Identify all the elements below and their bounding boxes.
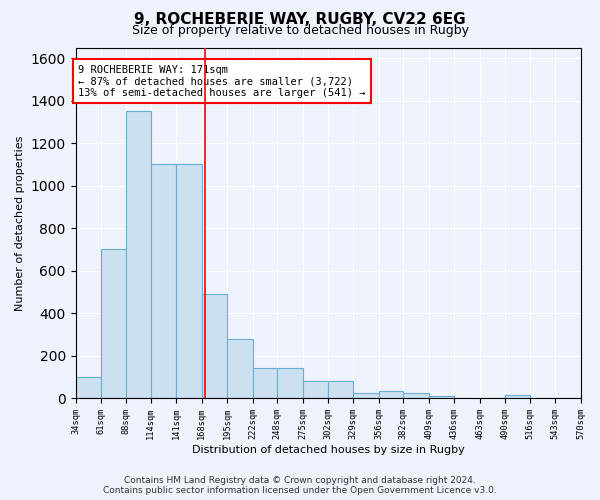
Bar [101,250,127,398]
Text: Size of property relative to detached houses in Rugby: Size of property relative to detached ho… [131,24,469,37]
Bar [227,338,253,398]
Text: Contains HM Land Registry data © Crown copyright and database right 2024.
Contai: Contains HM Land Registry data © Crown c… [103,476,497,495]
Bar [202,294,227,398]
Bar [429,396,454,398]
Bar [302,381,328,398]
Bar [127,112,151,398]
Bar [151,164,176,398]
Bar [277,368,302,398]
Bar [353,393,379,398]
Bar [76,377,101,398]
Bar [505,395,530,398]
Text: 9 ROCHEBERIE WAY: 171sqm
← 87% of detached houses are smaller (3,722)
13% of sem: 9 ROCHEBERIE WAY: 171sqm ← 87% of detach… [79,64,366,98]
Bar [253,368,277,398]
Bar [379,391,403,398]
Bar [176,164,202,398]
Bar [403,393,429,398]
Bar [328,381,353,398]
Y-axis label: Number of detached properties: Number of detached properties [15,135,25,310]
Text: 9, ROCHEBERIE WAY, RUGBY, CV22 6EG: 9, ROCHEBERIE WAY, RUGBY, CV22 6EG [134,12,466,28]
X-axis label: Distribution of detached houses by size in Rugby: Distribution of detached houses by size … [191,445,464,455]
